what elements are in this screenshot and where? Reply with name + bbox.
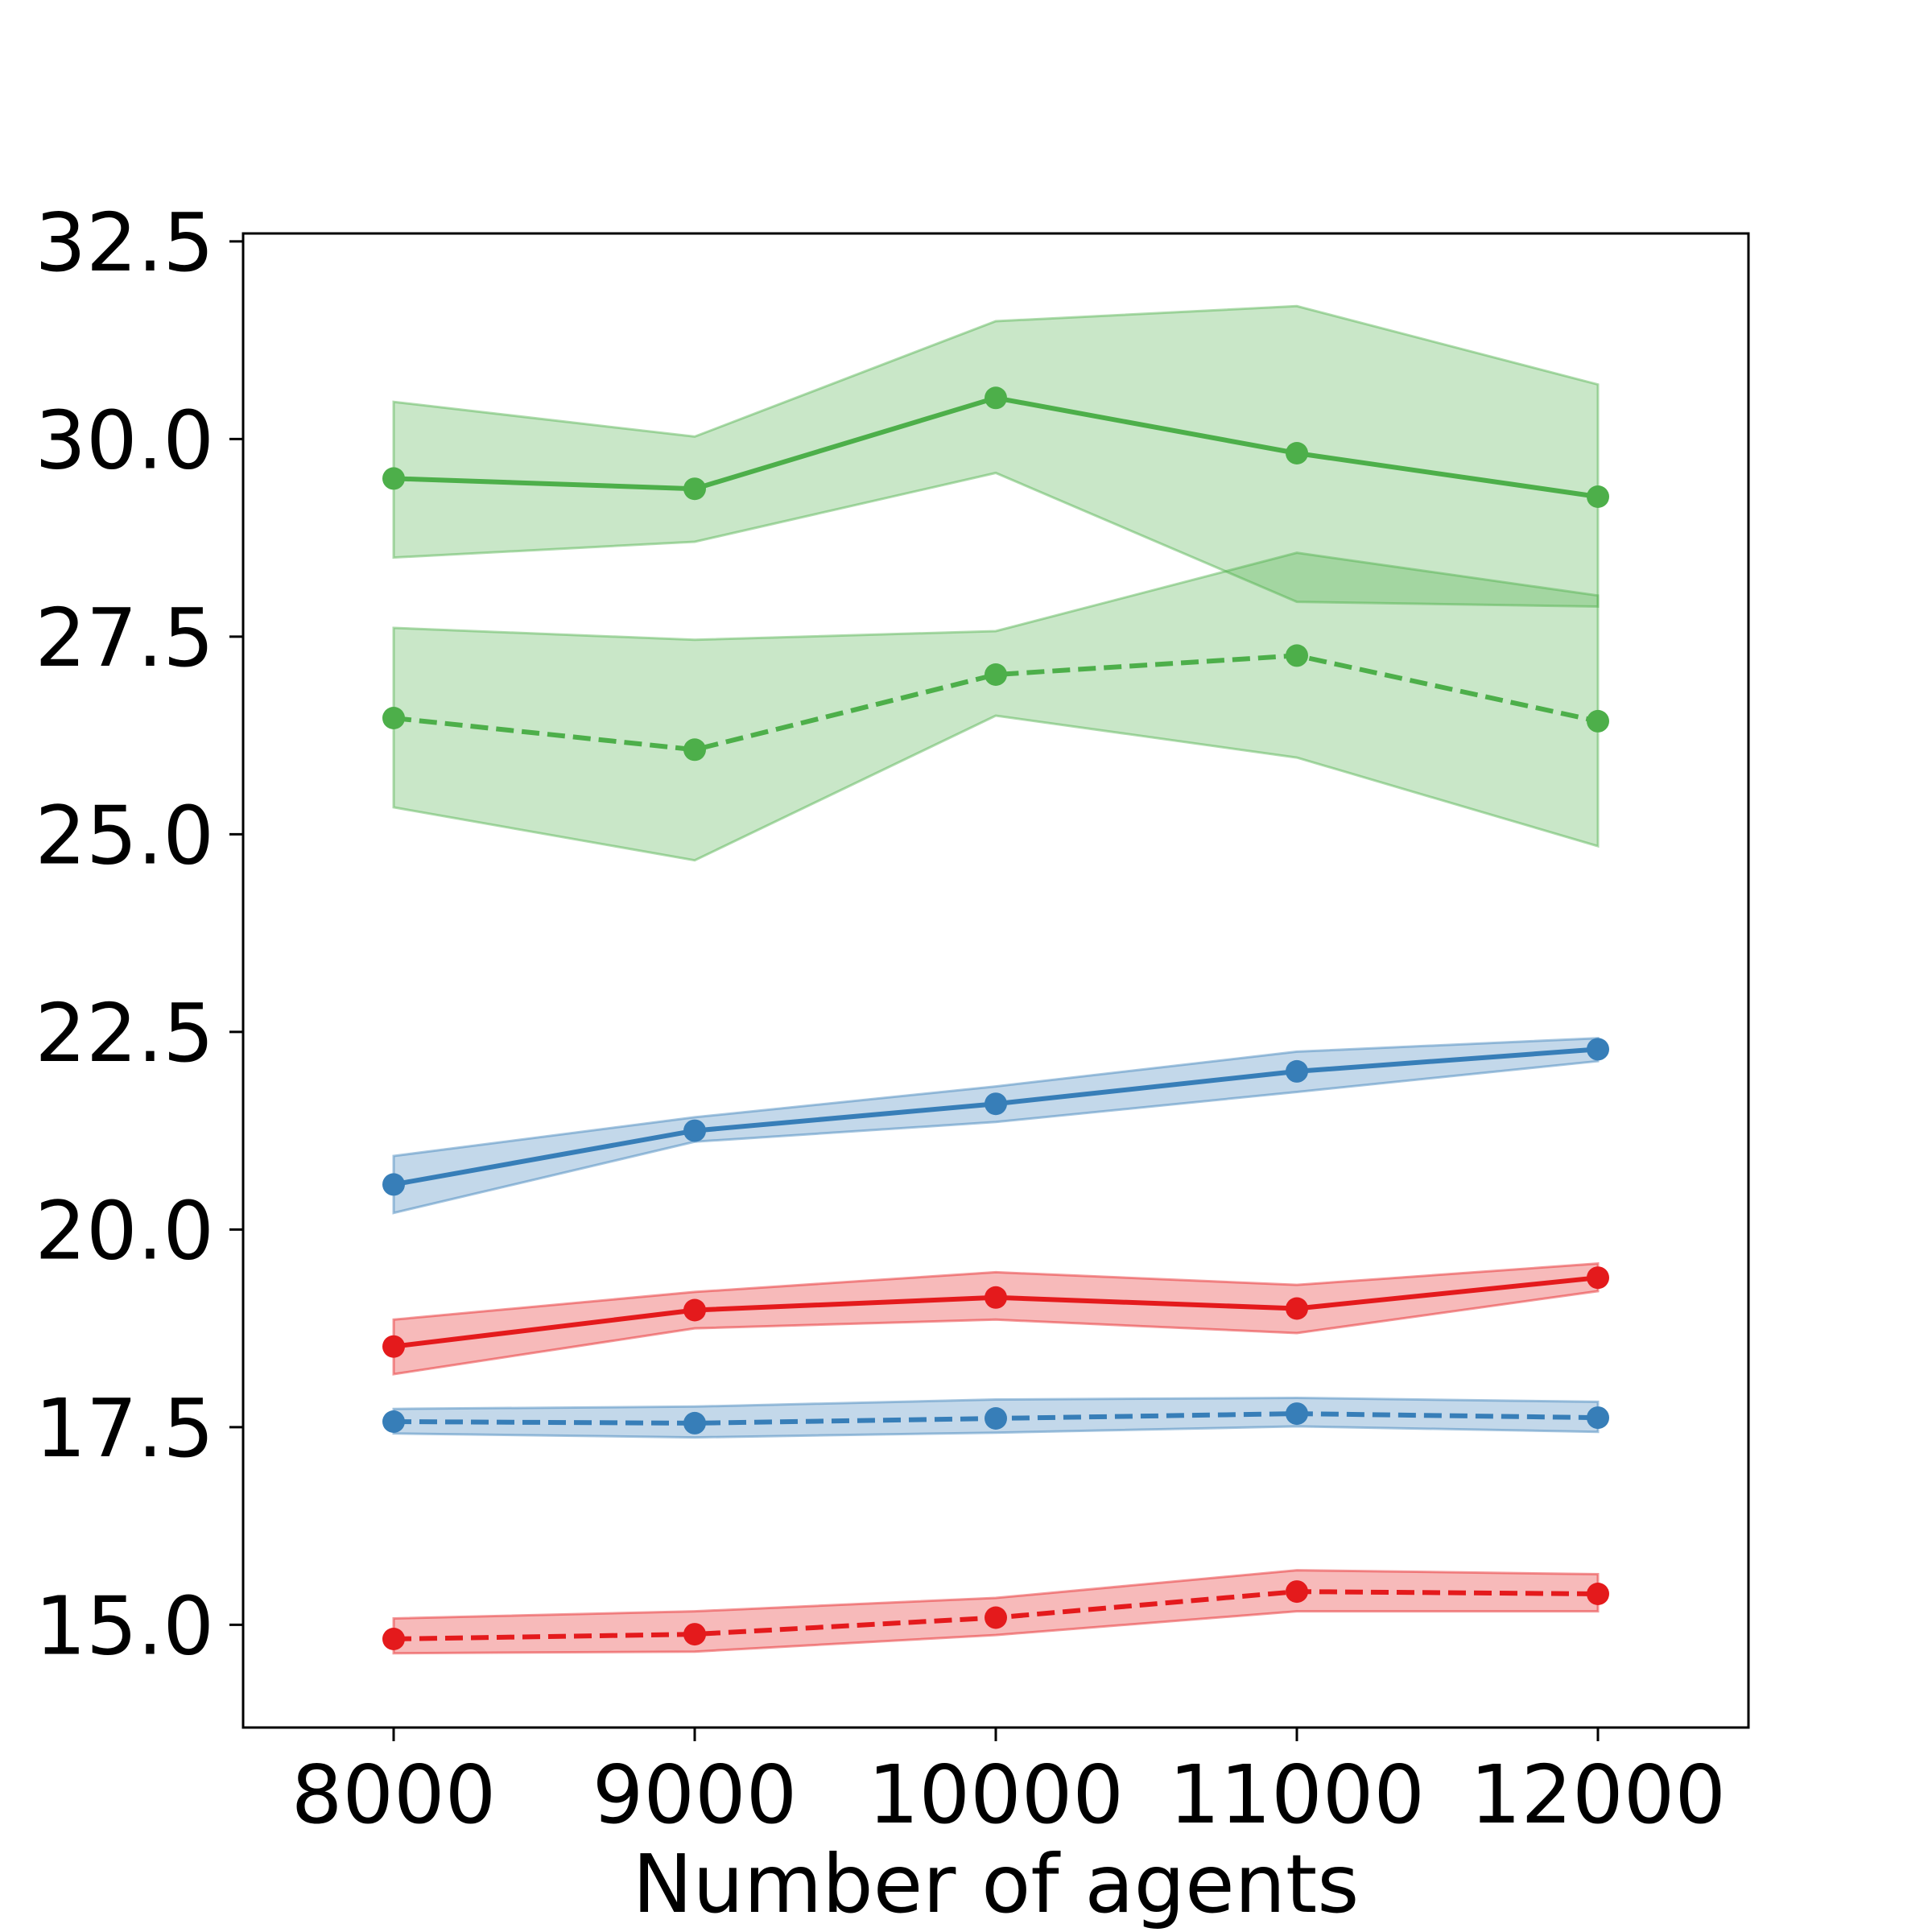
point-series-3-2 — [683, 1119, 706, 1142]
y-tick-label: 32.5 — [35, 196, 214, 290]
point-series-5-2 — [683, 1411, 706, 1435]
point-series-3-5 — [1587, 1038, 1609, 1061]
point-series-6-2 — [683, 1623, 706, 1646]
point-series-4-5 — [1587, 1266, 1609, 1290]
y-tick-label: 30.0 — [35, 393, 214, 487]
point-series-3-1 — [382, 1173, 405, 1196]
point-series-1-1 — [382, 467, 405, 490]
x-tick-label: 11000 — [1169, 1748, 1425, 1842]
y-tick-label: 22.5 — [35, 986, 214, 1080]
x-tick-label: 8000 — [291, 1748, 497, 1842]
point-series-2-2 — [683, 738, 706, 762]
point-series-4-4 — [1286, 1297, 1308, 1320]
point-series-5-5 — [1587, 1406, 1609, 1430]
point-series-3-3 — [985, 1092, 1007, 1116]
point-series-2-5 — [1587, 709, 1609, 733]
band-series-1 — [392, 304, 1600, 609]
point-series-2-4 — [1286, 644, 1308, 667]
point-series-2-3 — [985, 663, 1007, 686]
point-series-3-4 — [1286, 1059, 1308, 1083]
point-series-4-3 — [985, 1286, 1007, 1309]
point-series-6-4 — [1286, 1580, 1308, 1604]
x-axis-ticks: 8000 9000 10000 11000 12000 — [291, 1728, 1726, 1842]
data-points — [382, 386, 1609, 1650]
point-series-1-4 — [1286, 442, 1308, 464]
point-series-2-1 — [382, 707, 405, 729]
point-series-1-5 — [1587, 485, 1609, 508]
point-series-5-3 — [985, 1407, 1007, 1430]
point-series-6-5 — [1587, 1583, 1609, 1605]
x-axis-label: Number of agents — [633, 1837, 1360, 1931]
x-tick-label: 12000 — [1470, 1748, 1726, 1842]
point-series-1-3 — [985, 386, 1007, 410]
point-series-4-2 — [683, 1298, 706, 1322]
x-tick-label: 10000 — [868, 1748, 1124, 1842]
y-tick-label: 17.5 — [35, 1381, 214, 1476]
y-tick-label: 25.0 — [35, 788, 214, 882]
point-series-6-3 — [985, 1606, 1007, 1629]
confidence-bands — [392, 304, 1600, 1655]
band-series-4 — [392, 1261, 1600, 1376]
point-series-6-1 — [382, 1628, 405, 1650]
point-series-5-1 — [382, 1410, 405, 1433]
y-axis-ticks: 15.0 17.5 20.0 22.5 25.0 27.5 30.0 32.5 — [35, 196, 243, 1673]
line-series-2 — [393, 653, 1599, 753]
band-series-2 — [392, 551, 1600, 862]
y-tick-label: 15.0 — [35, 1579, 214, 1673]
y-tick-label: 27.5 — [35, 591, 214, 685]
point-series-1-2 — [683, 477, 706, 501]
y-tick-label: 20.0 — [35, 1183, 214, 1278]
point-series-5-4 — [1286, 1402, 1308, 1426]
point-series-4-1 — [382, 1335, 405, 1358]
x-tick-label: 9000 — [592, 1748, 798, 1842]
